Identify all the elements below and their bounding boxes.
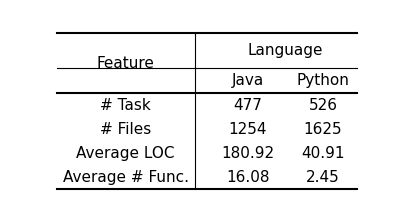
Text: Average # Func.: Average # Func.	[63, 170, 189, 184]
Text: 2.45: 2.45	[306, 170, 340, 184]
Text: Average LOC: Average LOC	[76, 146, 175, 161]
Text: 180.92: 180.92	[221, 146, 274, 161]
Text: 16.08: 16.08	[226, 170, 269, 184]
Text: Language: Language	[248, 43, 323, 58]
Text: 1625: 1625	[303, 122, 342, 137]
Text: 526: 526	[308, 98, 337, 113]
Text: # Task: # Task	[100, 98, 151, 113]
Text: 40.91: 40.91	[301, 146, 345, 161]
Text: Feature: Feature	[97, 56, 155, 71]
Text: # Files: # Files	[100, 122, 151, 137]
Text: 1254: 1254	[229, 122, 267, 137]
Text: Python: Python	[297, 73, 349, 88]
Text: Java: Java	[231, 73, 264, 88]
Text: 477: 477	[234, 98, 262, 113]
